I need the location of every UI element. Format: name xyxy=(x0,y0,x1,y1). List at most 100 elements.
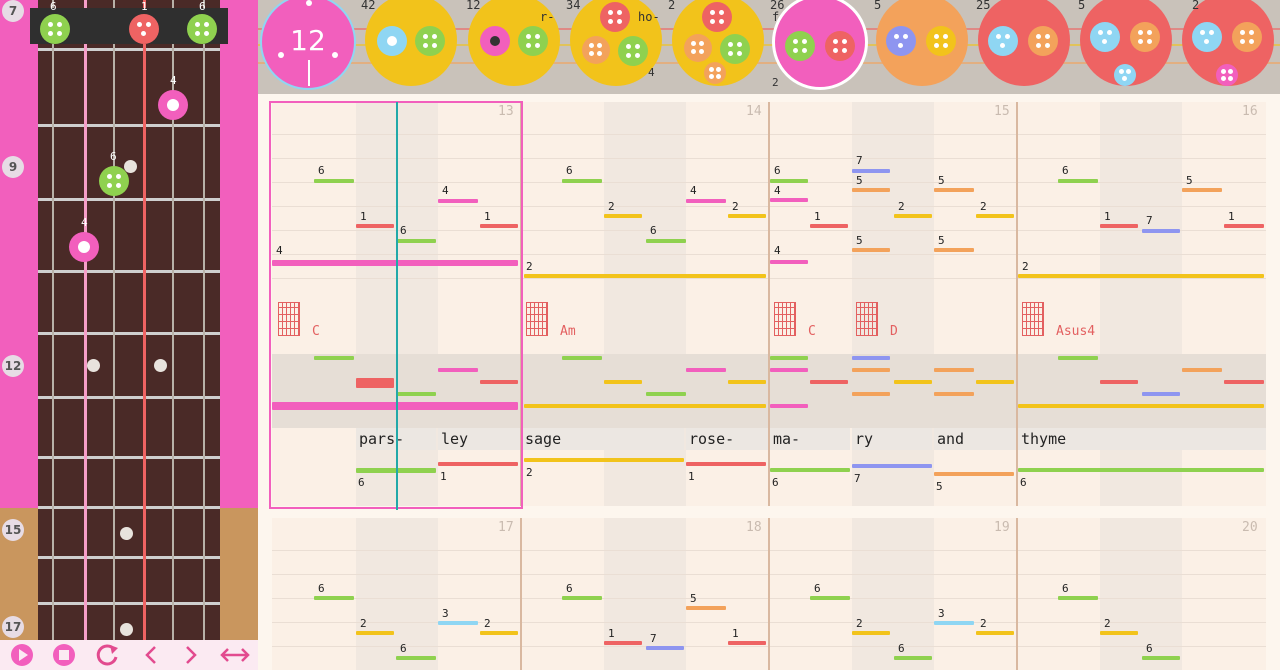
resize-horizontal-icon[interactable] xyxy=(218,642,252,668)
chord-diagram[interactable] xyxy=(774,302,796,336)
bass-note[interactable] xyxy=(524,458,684,462)
tab-note[interactable] xyxy=(770,368,808,372)
note[interactable] xyxy=(810,596,850,600)
note[interactable] xyxy=(480,631,518,635)
note[interactable] xyxy=(562,596,602,600)
note[interactable] xyxy=(314,179,354,183)
lyric[interactable]: thyme xyxy=(1018,428,1266,450)
note[interactable] xyxy=(1142,656,1180,660)
tab-note[interactable] xyxy=(480,380,518,384)
chord-circle[interactable] xyxy=(1182,0,1274,86)
tab-note[interactable] xyxy=(1058,356,1098,360)
note[interactable] xyxy=(770,260,808,264)
chord-circle[interactable] xyxy=(672,0,764,86)
lyric[interactable]: ley xyxy=(438,428,520,450)
note[interactable] xyxy=(770,179,808,183)
note[interactable] xyxy=(396,656,436,660)
tab-note[interactable] xyxy=(356,378,394,388)
note[interactable] xyxy=(976,631,1014,635)
note[interactable] xyxy=(1182,188,1222,192)
tab-note[interactable] xyxy=(646,392,686,396)
note[interactable] xyxy=(894,656,932,660)
chord-circle[interactable] xyxy=(365,0,457,86)
bass-note[interactable] xyxy=(686,462,766,466)
tab-note[interactable] xyxy=(894,380,932,384)
chord-circle-selected[interactable] xyxy=(772,0,868,90)
note[interactable] xyxy=(770,198,808,202)
fret-dot-pink[interactable] xyxy=(69,232,99,262)
lyric[interactable]: ma- xyxy=(770,428,850,450)
tab-note[interactable] xyxy=(852,356,890,360)
note[interactable] xyxy=(438,199,478,203)
chord-circle[interactable] xyxy=(468,0,560,86)
loop-icon[interactable] xyxy=(92,642,122,668)
tab-note[interactable] xyxy=(562,356,602,360)
note[interactable] xyxy=(1058,179,1098,183)
note[interactable] xyxy=(852,188,890,192)
bass-note[interactable] xyxy=(770,468,850,472)
note[interactable] xyxy=(1018,274,1264,278)
chord-diagram[interactable] xyxy=(526,302,548,336)
chord-diagram[interactable] xyxy=(278,302,300,336)
note[interactable] xyxy=(604,214,642,218)
note[interactable] xyxy=(272,260,518,266)
note[interactable] xyxy=(852,169,890,173)
note[interactable] xyxy=(934,248,974,252)
fret-dot-red[interactable] xyxy=(129,14,159,44)
note[interactable] xyxy=(646,239,686,243)
note[interactable] xyxy=(604,641,642,645)
note[interactable] xyxy=(396,239,436,243)
bass-note[interactable] xyxy=(438,462,518,466)
bass-note[interactable] xyxy=(1018,468,1264,472)
note[interactable] xyxy=(686,199,726,203)
lyric[interactable]: and xyxy=(934,428,1016,450)
tab-note[interactable] xyxy=(1182,368,1222,372)
tab-note[interactable] xyxy=(272,402,518,410)
note[interactable] xyxy=(728,641,766,645)
stop-icon[interactable] xyxy=(50,642,78,668)
tab-note[interactable] xyxy=(1224,380,1264,384)
lyric[interactable]: ry xyxy=(852,428,932,450)
tab-note[interactable] xyxy=(686,368,726,372)
chevron-left-icon[interactable] xyxy=(140,642,162,668)
score-area[interactable]: 13 14 15 16 6 1 xyxy=(258,94,1280,670)
bass-note[interactable] xyxy=(852,464,932,468)
chevron-right-icon[interactable] xyxy=(180,642,202,668)
tab-note[interactable] xyxy=(604,380,642,384)
tab-note[interactable] xyxy=(810,380,848,384)
tab-note[interactable] xyxy=(728,380,766,384)
note[interactable] xyxy=(480,224,518,228)
chord-circle[interactable] xyxy=(1080,0,1172,86)
fret-dot-green[interactable] xyxy=(187,14,217,44)
note[interactable] xyxy=(1100,224,1138,228)
note[interactable] xyxy=(1058,596,1098,600)
note[interactable] xyxy=(524,274,766,278)
tab-note[interactable] xyxy=(934,368,974,372)
tab-note[interactable] xyxy=(396,392,436,396)
note[interactable] xyxy=(646,646,684,650)
bass-note[interactable] xyxy=(934,472,1014,476)
note[interactable] xyxy=(438,621,478,625)
note[interactable] xyxy=(686,606,726,610)
note[interactable] xyxy=(562,179,602,183)
note[interactable] xyxy=(1142,229,1180,233)
note[interactable] xyxy=(810,224,848,228)
tab-note[interactable] xyxy=(1142,392,1180,396)
chord-diagram[interactable] xyxy=(856,302,878,336)
tab-note[interactable] xyxy=(524,404,766,408)
fret-dot-green[interactable] xyxy=(99,166,129,196)
play-icon[interactable] xyxy=(8,642,36,668)
playhead[interactable] xyxy=(396,102,398,510)
fret-dot-green[interactable] xyxy=(40,14,70,44)
note[interactable] xyxy=(728,214,766,218)
lyric[interactable]: rose- xyxy=(686,428,768,450)
chord-circle[interactable] xyxy=(570,0,662,86)
lyric[interactable]: sage xyxy=(522,428,684,450)
chord-circle[interactable] xyxy=(876,0,968,86)
note[interactable] xyxy=(976,214,1014,218)
tab-note[interactable] xyxy=(770,356,808,360)
fretboard[interactable] xyxy=(38,0,220,670)
tab-note[interactable] xyxy=(770,404,808,408)
note[interactable] xyxy=(934,621,974,625)
note[interactable] xyxy=(852,248,890,252)
